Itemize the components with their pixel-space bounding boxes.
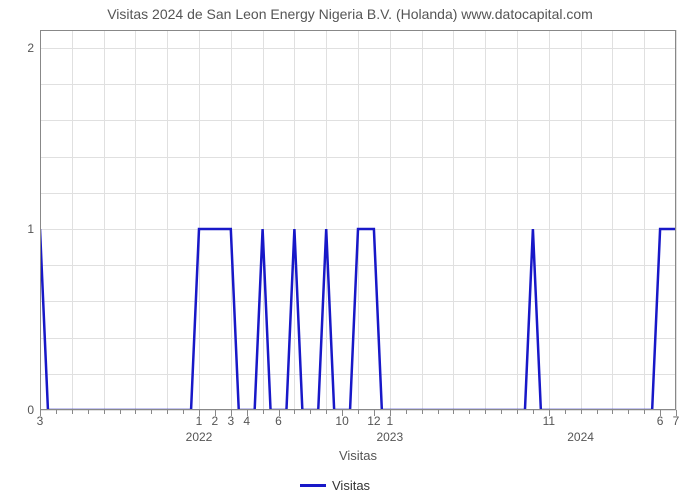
x-tick-minor [294,410,295,414]
x-tick-minor [485,410,486,414]
x-tick-minor [167,410,168,414]
x-tick-minor [358,410,359,414]
x-tick-minor [104,410,105,414]
x-tick-minor [581,410,582,414]
x-tick-minor [151,410,152,414]
x-tick-major [342,410,343,416]
x-tick-minor [120,410,121,414]
x-tick-label: 4 [243,414,250,428]
x-year-label: 2024 [567,430,594,444]
x-tick-minor [597,410,598,414]
x-tick-label: 6 [657,414,664,428]
x-tick-major [215,410,216,416]
x-tick-minor [533,410,534,414]
x-year-label: 2022 [186,430,213,444]
x-tick-minor [183,410,184,414]
plot-area: 012 312346101211167202220232024 Visitas [40,30,676,410]
x-tick-minor [565,410,566,414]
x-tick-major [279,410,280,416]
x-tick-minor [72,410,73,414]
x-tick-label: 3 [37,414,44,428]
chart-title: Visitas 2024 de San Leon Energy Nigeria … [0,6,700,22]
x-tick-minor [453,410,454,414]
x-tick-label: 1 [196,414,203,428]
x-tick-label: 11 [543,414,555,428]
x-tick-minor [612,410,613,414]
x-tick-major [390,410,391,416]
x-tick-major [660,410,661,416]
x-tick-minor [326,410,327,414]
y-tick-label: 2 [27,41,34,55]
x-tick-minor [310,410,311,414]
x-tick-minor [628,410,629,414]
x-tick-minor [517,410,518,414]
x-tick-label: 10 [335,414,348,428]
x-tick-label: 1 [386,414,393,428]
legend-swatch [300,484,326,487]
x-axis-label: Visitas [40,448,676,463]
x-year-label: 2023 [376,430,403,444]
x-tick-minor [88,410,89,414]
legend-label: Visitas [332,478,370,493]
x-tick-label: 12 [367,414,380,428]
x-tick-major [374,410,375,416]
x-tick-minor [135,410,136,414]
x-tick-minor [406,410,407,414]
x-tick-minor [501,410,502,414]
x-tick-major [199,410,200,416]
x-tick-minor [422,410,423,414]
y-tick-label: 1 [27,222,34,236]
x-tick-label: 7 [673,414,680,428]
x-tick-major [231,410,232,416]
x-tick-minor [469,410,470,414]
x-tick-minor [438,410,439,414]
x-tick-label: 6 [275,414,282,428]
x-tick-label: 2 [212,414,219,428]
legend: Visitas [300,478,370,493]
x-tick-major [247,410,248,416]
plot-border [40,30,676,410]
x-tick-minor [644,410,645,414]
x-tick-major [40,410,41,416]
x-tick-label: 3 [227,414,234,428]
x-tick-major [549,410,550,416]
x-tick-major [676,410,677,416]
grid-line [676,30,677,410]
x-tick-minor [263,410,264,414]
y-tick-label: 0 [27,403,34,417]
x-tick-minor [56,410,57,414]
